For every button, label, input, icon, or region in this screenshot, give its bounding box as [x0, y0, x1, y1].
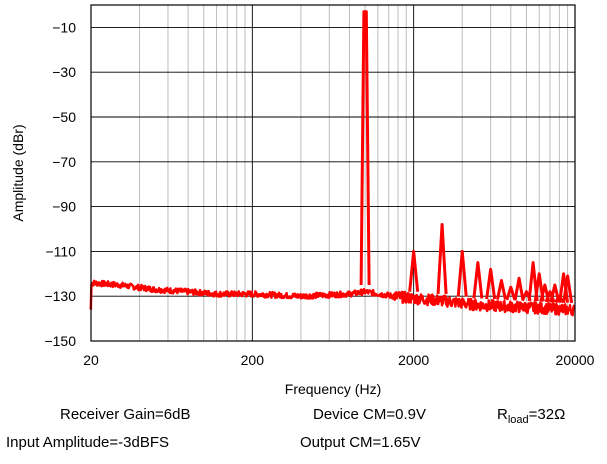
- x-tick-label: 20000: [556, 352, 595, 368]
- plot-background: [91, 5, 575, 341]
- harmonic-peak: [495, 279, 507, 300]
- harmonic-peak: [485, 267, 497, 300]
- series-layer: [89, 10, 576, 317]
- y-tick-label: −110: [46, 243, 77, 259]
- plot-frame: [90, 4, 576, 342]
- harmonic-peak: [562, 274, 574, 304]
- noise-floor-line: [89, 279, 576, 317]
- rload-note: Rload=32Ω: [497, 406, 565, 426]
- input-amplitude-note: Input Amplitude=-3dBFS: [6, 434, 170, 451]
- y-tick-label: −10: [52, 19, 76, 35]
- receiver-gain-note: Receiver Gain=6dB: [60, 406, 191, 423]
- harmonic-peak: [513, 276, 525, 301]
- y-tick-label: −50: [52, 109, 76, 125]
- device-cm-note: Device CM=0.9V: [313, 406, 426, 423]
- x-tick-label: 200: [241, 352, 265, 368]
- harmonic-peak: [436, 223, 448, 295]
- x-axis-title: Frequency (Hz): [285, 381, 381, 397]
- y-axis-title: Amplitude (dBr): [10, 124, 26, 221]
- tick-labels: 20 200 2000 20000 −10 −30 −50 −70 −90 −110 −130 −15…: [44, 19, 594, 368]
- rload-subscript: load: [507, 414, 529, 426]
- x-tick-label: 20: [83, 352, 99, 368]
- harmonic-peak: [456, 249, 468, 297]
- rload-prefix: R: [497, 406, 508, 423]
- harmonic-peak: [408, 249, 420, 292]
- rload-value: =32Ω: [528, 406, 566, 423]
- x-tick-label: 2000: [398, 352, 429, 368]
- harmonic-peak: [472, 261, 484, 299]
- harmonic-peak: [505, 285, 517, 301]
- y-tick-label: −150: [44, 333, 76, 349]
- y-tick-label: −130: [44, 288, 76, 304]
- y-tick-label: −30: [52, 64, 76, 80]
- y-tick-label: −70: [52, 154, 76, 170]
- output-cm-note: Output CM=1.65V: [300, 434, 421, 451]
- y-tick-label: −90: [52, 199, 76, 215]
- fundamental-peak: [359, 10, 371, 286]
